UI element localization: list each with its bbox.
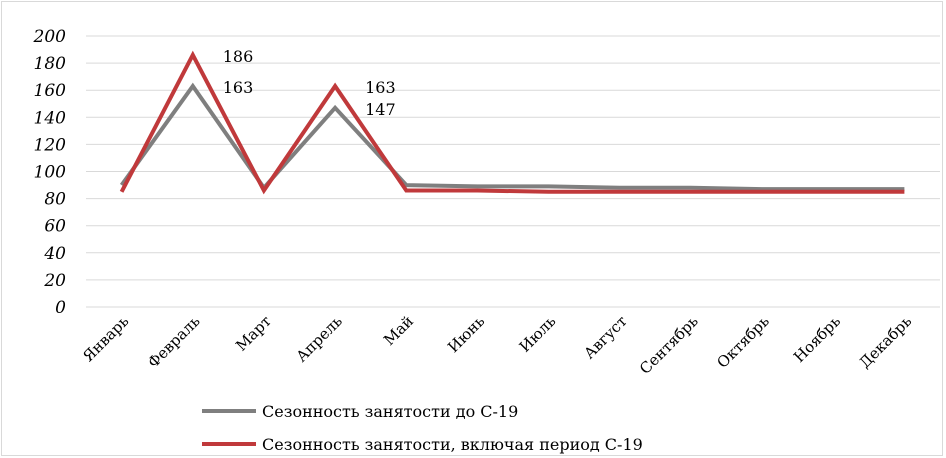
x-tick-label: Август	[580, 312, 630, 362]
x-tick-label: Сентябрь	[636, 312, 702, 378]
x-tick-label: Апрель	[292, 312, 345, 365]
x-tick-label: Октябрь	[713, 312, 773, 372]
data-label: 163	[223, 78, 254, 97]
y-tick-label: 120	[34, 135, 67, 155]
data-label: 147	[365, 100, 396, 119]
y-tick-label: 60	[44, 217, 66, 237]
y-tick-label: 160	[34, 81, 67, 101]
data-label: 186	[223, 47, 254, 66]
series-line	[119, 50, 905, 195]
legend-label: Сезонность занятости, включая период С-1…	[262, 435, 643, 454]
x-tick-label: Январь	[79, 312, 132, 365]
data-label: 163	[365, 78, 396, 97]
y-tick-label: 40	[43, 244, 66, 264]
series-line	[119, 82, 905, 192]
y-tick-label: 140	[34, 108, 67, 128]
y-tick-label: 0	[55, 298, 66, 318]
x-tick-label: Февраль	[144, 312, 203, 371]
x-tick-label: Июль	[516, 312, 560, 356]
y-tick-label: 100	[34, 163, 67, 183]
x-tick-label: Ноябрь	[790, 312, 844, 366]
y-tick-label: 180	[34, 54, 67, 74]
x-tick-label: Декабрь	[856, 312, 916, 372]
y-tick-label: 200	[33, 27, 67, 47]
x-tick-label: Март	[232, 312, 275, 355]
x-tick-label: Июнь	[444, 312, 488, 356]
x-tick-label: Май	[380, 312, 417, 349]
legend-label: Сезонность занятости до С-19	[262, 402, 518, 421]
y-tick-label: 20	[43, 271, 66, 291]
y-tick-label: 80	[44, 190, 66, 210]
